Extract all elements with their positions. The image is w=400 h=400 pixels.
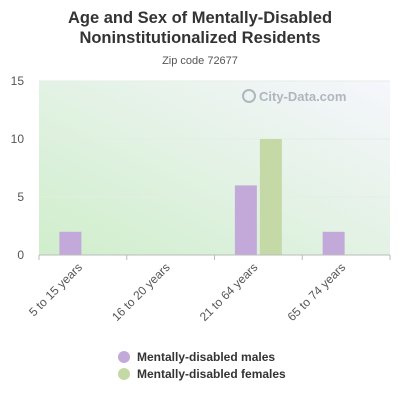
legend-swatch-females bbox=[118, 368, 130, 380]
legend-item-males: Mentally-disabled males bbox=[118, 349, 286, 365]
watermark: City-Data.com bbox=[242, 89, 346, 104]
chart-subtitle: Zip code 72677 bbox=[162, 55, 238, 67]
y-tick-label: 10 bbox=[11, 132, 25, 146]
y-tick-label: 0 bbox=[17, 248, 24, 262]
y-tick-label: 5 bbox=[17, 190, 24, 204]
bars bbox=[59, 139, 345, 255]
grid-lines bbox=[39, 80, 390, 198]
bar-males bbox=[322, 231, 345, 255]
legend-label-females: Mentally-disabled females bbox=[137, 367, 286, 381]
watermark-icon bbox=[242, 89, 256, 103]
plot-area bbox=[39, 81, 390, 255]
chart-title: Age and Sex of Mentally-Disabled Noninst… bbox=[67, 9, 333, 47]
legend: Mentally-disabled males Mentally-disable… bbox=[118, 349, 286, 383]
legend-item-females: Mentally-disabled females bbox=[118, 366, 286, 382]
x-tick-label: 16 to 20 years bbox=[109, 260, 173, 324]
y-tick-label: 15 bbox=[11, 74, 25, 88]
x-tick-label: 21 to 64 years bbox=[197, 260, 261, 324]
x-tick-label: 65 to 74 years bbox=[285, 260, 349, 324]
x-tick-label: 5 to 15 years bbox=[26, 260, 85, 319]
legend-label-males: Mentally-disabled males bbox=[137, 350, 276, 364]
bar-males bbox=[59, 231, 82, 255]
legend-swatch-males bbox=[118, 351, 130, 363]
watermark-text: City-Data.com bbox=[259, 89, 346, 104]
bar-males bbox=[234, 185, 257, 255]
bar-females bbox=[259, 139, 282, 255]
